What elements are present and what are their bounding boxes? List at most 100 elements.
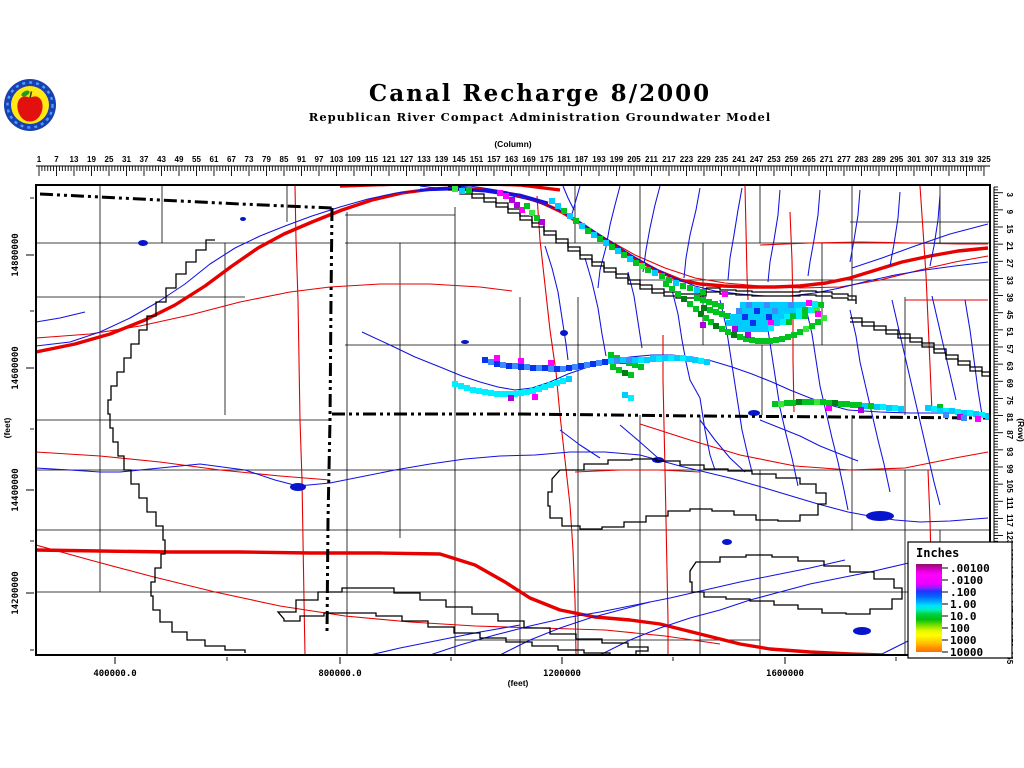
svg-text:217: 217 (662, 155, 676, 164)
svg-text:117: 117 (1005, 514, 1014, 527)
svg-text:21: 21 (1005, 242, 1014, 251)
left-axis: 14800000 14600000 14400000 14200000 (feet) (2, 197, 34, 651)
svg-text:301: 301 (907, 155, 921, 164)
svg-text:19: 19 (87, 155, 96, 164)
svg-text:39: 39 (1005, 293, 1014, 302)
svg-text:93: 93 (1005, 447, 1014, 456)
legend: Inches .00100.0100.1001.0010.010010001000… (907, 541, 1013, 659)
svg-text:103: 103 (330, 155, 344, 164)
svg-text:289: 289 (872, 155, 886, 164)
svg-text:97: 97 (315, 155, 324, 164)
canal-recharge-cells (452, 186, 990, 422)
svg-text:10.0: 10.0 (950, 610, 977, 623)
svg-text:157: 157 (487, 155, 501, 164)
svg-text:91: 91 (297, 155, 306, 164)
svg-text:1: 1 (37, 155, 42, 164)
svg-text:265: 265 (802, 155, 816, 164)
svg-text:85: 85 (280, 155, 289, 164)
svg-text:105: 105 (1005, 479, 1014, 493)
svg-text:211: 211 (645, 155, 658, 164)
svg-text:25: 25 (105, 155, 114, 164)
svg-text:75: 75 (1005, 396, 1014, 405)
svg-text:7: 7 (54, 155, 59, 164)
svg-text:55: 55 (192, 155, 201, 164)
svg-text:14800000: 14800000 (11, 233, 21, 276)
svg-text:79: 79 (262, 155, 271, 164)
svg-text:235: 235 (715, 155, 729, 164)
svg-text:205: 205 (627, 155, 641, 164)
svg-text:1600000: 1600000 (766, 669, 804, 679)
svg-text:45: 45 (1005, 310, 1014, 319)
county-lines (36, 186, 990, 655)
svg-text:14200000: 14200000 (11, 571, 21, 614)
svg-text:800000.0: 800000.0 (318, 669, 361, 679)
svg-text:115: 115 (365, 155, 378, 164)
svg-text:187: 187 (575, 155, 589, 164)
svg-text:13: 13 (70, 155, 79, 164)
svg-text:283: 283 (855, 155, 869, 164)
svg-text:.0100: .0100 (950, 574, 983, 587)
svg-text:109: 109 (347, 155, 361, 164)
svg-text:99: 99 (1005, 465, 1014, 474)
svg-text:81: 81 (1005, 413, 1014, 422)
svg-text:57: 57 (1005, 345, 1014, 354)
svg-text:253: 253 (767, 155, 781, 164)
svg-text:271: 271 (820, 155, 834, 164)
map-frame (35, 184, 991, 656)
svg-text:199: 199 (610, 155, 624, 164)
svg-text:63: 63 (1005, 362, 1014, 371)
svg-text:31: 31 (122, 155, 131, 164)
svg-text:181: 181 (557, 155, 571, 164)
svg-text:133: 133 (417, 155, 431, 164)
svg-text:87: 87 (1005, 430, 1014, 439)
column-axis: 1 7 13 19 25 31 37 43 49 55 61 67 73 79 85 91 97 103 109 11… (36, 139, 991, 176)
svg-text:127: 127 (400, 155, 414, 164)
svg-text:121: 121 (382, 155, 396, 164)
svg-text:223: 223 (680, 155, 694, 164)
rrca-logo (4, 79, 56, 131)
svg-text:400000.0: 400000.0 (93, 669, 136, 679)
state-borders (39, 192, 990, 634)
svg-text:69: 69 (1005, 379, 1014, 388)
svg-text:37: 37 (140, 155, 149, 164)
svg-text:111: 111 (1005, 497, 1014, 510)
bottom-axis: 400000.0 800000.0 1200000 1600000 (feet) (93, 657, 897, 688)
svg-text:51: 51 (1005, 327, 1014, 336)
svg-text:163: 163 (505, 155, 519, 164)
svg-text:(feet): (feet) (508, 678, 529, 688)
svg-text:295: 295 (890, 155, 904, 164)
svg-text:3: 3 (1005, 192, 1014, 197)
svg-text:100: 100 (950, 622, 970, 635)
svg-text:229: 229 (697, 155, 711, 164)
svg-text:277: 277 (837, 155, 851, 164)
svg-text:73: 73 (245, 155, 254, 164)
svg-text:169: 169 (522, 155, 536, 164)
svg-text:175: 175 (540, 155, 554, 164)
svg-text:33: 33 (1005, 276, 1014, 285)
svg-text:14400000: 14400000 (11, 468, 21, 511)
svg-text:9: 9 (1005, 210, 1014, 215)
svg-text:.100: .100 (950, 586, 977, 599)
svg-text:10000: 10000 (950, 646, 983, 659)
svg-text:61: 61 (210, 155, 219, 164)
svg-text:313: 313 (942, 155, 956, 164)
svg-text:123: 123 (1005, 531, 1014, 545)
svg-text:43: 43 (157, 155, 166, 164)
map-layers (36, 185, 990, 655)
svg-text:319: 319 (960, 155, 974, 164)
svg-text:67: 67 (227, 155, 236, 164)
svg-text:151: 151 (470, 155, 484, 164)
svg-text:193: 193 (592, 155, 606, 164)
page-subtitle: Republican River Compact Administration … (308, 110, 772, 124)
svg-text:139: 139 (435, 155, 449, 164)
svg-text:(Column): (Column) (494, 139, 531, 149)
page-title: Canal Recharge 8/2000 (368, 80, 712, 107)
svg-text:1200000: 1200000 (543, 669, 581, 679)
svg-text:.00100: .00100 (950, 562, 990, 575)
highways-thick (36, 185, 989, 655)
svg-text:27: 27 (1005, 259, 1014, 268)
svg-text:259: 259 (785, 155, 799, 164)
svg-text:49: 49 (175, 155, 184, 164)
